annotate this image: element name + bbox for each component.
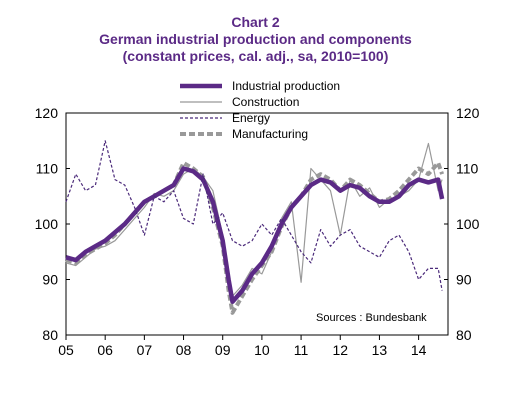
y-tick-label-right: 90 — [456, 272, 472, 288]
x-tick-label: 13 — [372, 342, 388, 358]
series-line-industrial-production — [65, 166, 445, 304]
legend-label: Manufacturing — [232, 127, 308, 141]
y-tick-label-right: 120 — [456, 105, 480, 121]
y-tick-label-left: 120 — [35, 105, 59, 121]
x-tick-label: 07 — [137, 342, 153, 358]
x-axis: 05 06 07 08 09 10 11 12 13 14 — [58, 335, 427, 358]
x-tick-label: 09 — [215, 342, 231, 358]
y-tick-label-left: 100 — [35, 216, 59, 232]
x-tick-label: 14 — [411, 342, 427, 358]
y-axis-right: 80 90 100 110 120 — [444, 105, 480, 343]
y-tick-label-left: 110 — [36, 161, 59, 177]
series-group — [65, 140, 445, 315]
x-tick-label: 05 — [58, 342, 74, 358]
chart-titles: Chart 2 German industrial production and… — [0, 14, 511, 65]
legend: Industrial production Construction Energy M… — [180, 79, 340, 141]
legend-label: Industrial production — [232, 79, 340, 93]
legend-label: Construction — [232, 95, 299, 109]
series-line-energy — [65, 140, 443, 291]
chart-units: (constant prices, cal. adj., sa, 2010=10… — [122, 48, 389, 64]
chart-subtitle: German industrial production and compone… — [99, 31, 412, 47]
series-line-construction — [65, 142, 443, 297]
y-tick-label-right: 80 — [456, 327, 472, 343]
legend-label: Energy — [232, 111, 270, 125]
source-note: Sources : Bundesbank — [316, 312, 427, 324]
y-tick-label-left: 80 — [42, 327, 58, 343]
y-tick-label-right: 100 — [456, 216, 480, 232]
x-tick-label: 12 — [332, 342, 348, 358]
series-line-manufacturing — [65, 160, 444, 315]
x-tick-label: 11 — [294, 342, 309, 358]
x-tick-label: 08 — [176, 342, 192, 358]
y-tick-label-left: 90 — [42, 272, 58, 288]
chart-title: Chart 2 — [231, 14, 280, 30]
x-tick-label: 10 — [254, 342, 270, 358]
x-tick-label: 06 — [97, 342, 113, 358]
y-axis-left: 80 90 100 110 120 — [35, 105, 70, 343]
y-tick-label-right: 110 — [456, 161, 479, 177]
